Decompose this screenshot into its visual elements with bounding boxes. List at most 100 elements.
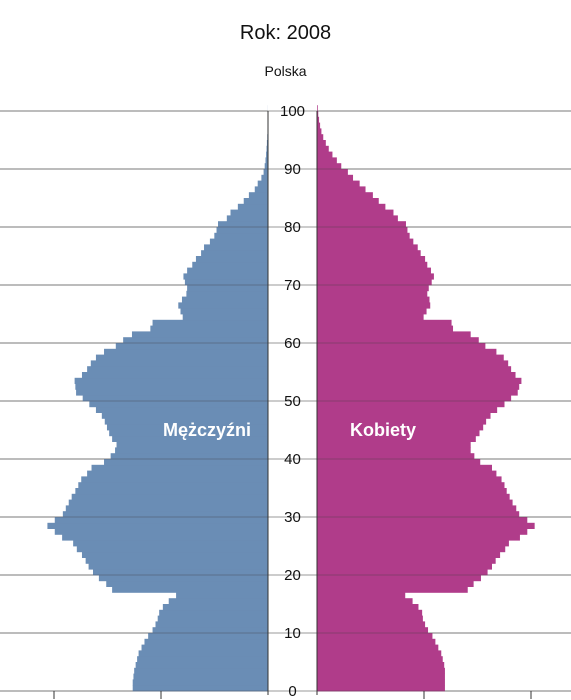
- male-bar-age-76: [204, 244, 268, 251]
- female-bar-age-84: [317, 198, 379, 205]
- male-bar-age-64: [182, 314, 268, 321]
- male-bar-age-88: [261, 174, 268, 181]
- male-bar-age-25: [73, 540, 268, 547]
- female-bar-age-20: [317, 569, 488, 576]
- female-bar-age-66: [317, 302, 431, 309]
- female-bar-age-89: [317, 169, 348, 176]
- male-bar-age-93: [266, 145, 268, 152]
- female-bar-age-58: [317, 348, 497, 355]
- female-bar-age-97: [317, 122, 321, 129]
- male-bar-age-89: [263, 169, 268, 176]
- female-bar-age-51: [317, 389, 518, 396]
- female-bar-age-11: [317, 621, 426, 628]
- female-bar-age-53: [317, 377, 522, 384]
- y-tick-label-60: 60: [284, 335, 301, 352]
- female-bar-age-34: [317, 488, 507, 495]
- male-bar-age-75: [201, 250, 268, 257]
- male-bar-age-91: [265, 157, 268, 164]
- female-bar-age-86: [317, 186, 366, 193]
- female-bar-age-54: [317, 372, 516, 379]
- male-bar-age-69: [187, 285, 268, 292]
- y-axis-tick-labels: 0 10 20 30 40 50 60 70 80 90 100: [280, 103, 305, 700]
- female-bar-age-47: [317, 412, 491, 419]
- male-bar-age-59: [115, 343, 268, 350]
- female-bar-age-30: [317, 511, 520, 518]
- chart-subtitle: Polska: [264, 63, 307, 79]
- female-bar-age-67: [317, 296, 430, 303]
- female-bar-age-26: [317, 534, 520, 541]
- female-bar-age-90: [317, 163, 342, 170]
- female-bar-age-42: [317, 441, 471, 448]
- male-bar-age-47: [101, 412, 268, 419]
- female-bar-age-69: [317, 285, 429, 292]
- female-bar-age-52: [317, 383, 520, 390]
- female-bar-age-95: [317, 134, 324, 141]
- female-bar-age-23: [317, 551, 501, 558]
- male-bar-age-70: [184, 279, 268, 286]
- female-bar-age-43: [317, 435, 476, 442]
- female-bar-age-31: [317, 505, 517, 512]
- female-bar-age-99: [317, 111, 319, 118]
- female-bar-age-46: [317, 418, 487, 425]
- male-bar-age-34: [75, 488, 269, 495]
- y-tick-label-0: 0: [288, 683, 296, 700]
- female-bar-age-91: [317, 157, 337, 164]
- male-bar-age-0: [132, 685, 268, 692]
- female-bar-age-10: [317, 627, 429, 634]
- female-bar-age-100: [317, 105, 318, 112]
- female-bar-age-75: [317, 250, 421, 257]
- male-bar-age-46: [104, 418, 268, 425]
- female-bar-age-38: [317, 464, 492, 471]
- male-bar-age-12: [157, 615, 268, 622]
- male-bar-age-85: [248, 192, 268, 199]
- male-bar-age-53: [74, 377, 268, 384]
- female-bar-age-16: [317, 592, 406, 599]
- male-bar-age-71: [183, 273, 268, 280]
- male-bars: [47, 105, 269, 692]
- y-tick-label-20: 20: [284, 567, 301, 584]
- female-bar-age-59: [317, 343, 486, 350]
- female-bar-age-2: [317, 673, 445, 680]
- y-tick-label-100: 100: [280, 103, 305, 120]
- male-bar-age-32: [68, 499, 268, 506]
- male-bar-age-58: [104, 348, 268, 355]
- y-tick-label-90: 90: [284, 161, 301, 178]
- female-bar-age-68: [317, 290, 428, 297]
- female-bar-age-35: [317, 482, 505, 489]
- male-bar-age-52: [75, 383, 269, 390]
- female-bar-age-57: [317, 354, 504, 361]
- female-bar-age-21: [317, 563, 492, 570]
- female-bar-age-49: [317, 401, 505, 408]
- male-bar-age-86: [254, 186, 268, 193]
- female-bar-age-80: [317, 221, 406, 228]
- female-bar-age-29: [317, 517, 528, 524]
- female-bar-age-94: [317, 140, 326, 147]
- male-bar-age-7: [141, 644, 268, 651]
- female-bar-age-60: [317, 337, 479, 344]
- female-bar-age-33: [317, 493, 510, 500]
- female-bar-age-81: [317, 215, 398, 222]
- y-tick-label-50: 50: [284, 393, 301, 410]
- female-bar-age-40: [317, 453, 475, 460]
- female-bar-age-28: [317, 522, 535, 529]
- male-bar-age-51: [76, 389, 269, 396]
- male-bar-age-94: [266, 140, 268, 147]
- female-bar-age-92: [317, 151, 333, 158]
- male-bar-age-3: [134, 667, 268, 674]
- male-bar-age-23: [81, 551, 269, 558]
- female-bar-age-77: [317, 238, 414, 245]
- male-bar-age-82: [230, 209, 268, 216]
- male-bar-age-15: [168, 598, 268, 605]
- female-bar-age-98: [317, 116, 320, 123]
- female-bar-age-96: [317, 128, 322, 135]
- male-bar-age-35: [78, 482, 268, 489]
- chart-title: Rok: 2008: [239, 22, 332, 44]
- male-bar-age-49: [89, 401, 268, 408]
- male-bar-age-13: [159, 609, 268, 616]
- female-bar-age-61: [317, 331, 471, 338]
- female-bar-age-22: [317, 557, 496, 564]
- y-tick-label-70: 70: [284, 277, 301, 294]
- female-bar-age-65: [317, 308, 427, 315]
- female-bars: [317, 105, 535, 692]
